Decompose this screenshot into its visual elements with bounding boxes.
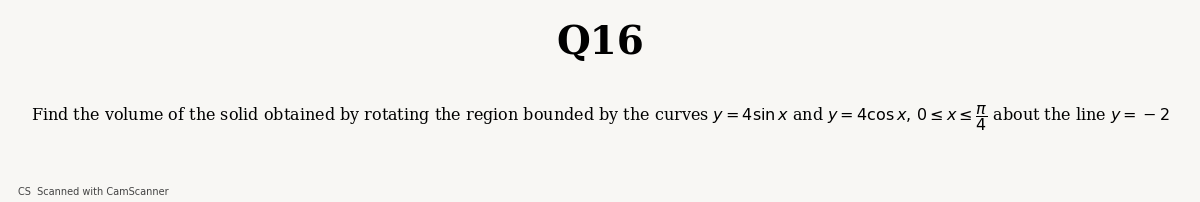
Text: Q16: Q16 <box>556 24 644 62</box>
Text: Find the volume of the solid obtained by rotating the region bounded by the curv: Find the volume of the solid obtained by… <box>31 102 1169 132</box>
Text: CS  Scanned with CamScanner: CS Scanned with CamScanner <box>18 186 169 196</box>
